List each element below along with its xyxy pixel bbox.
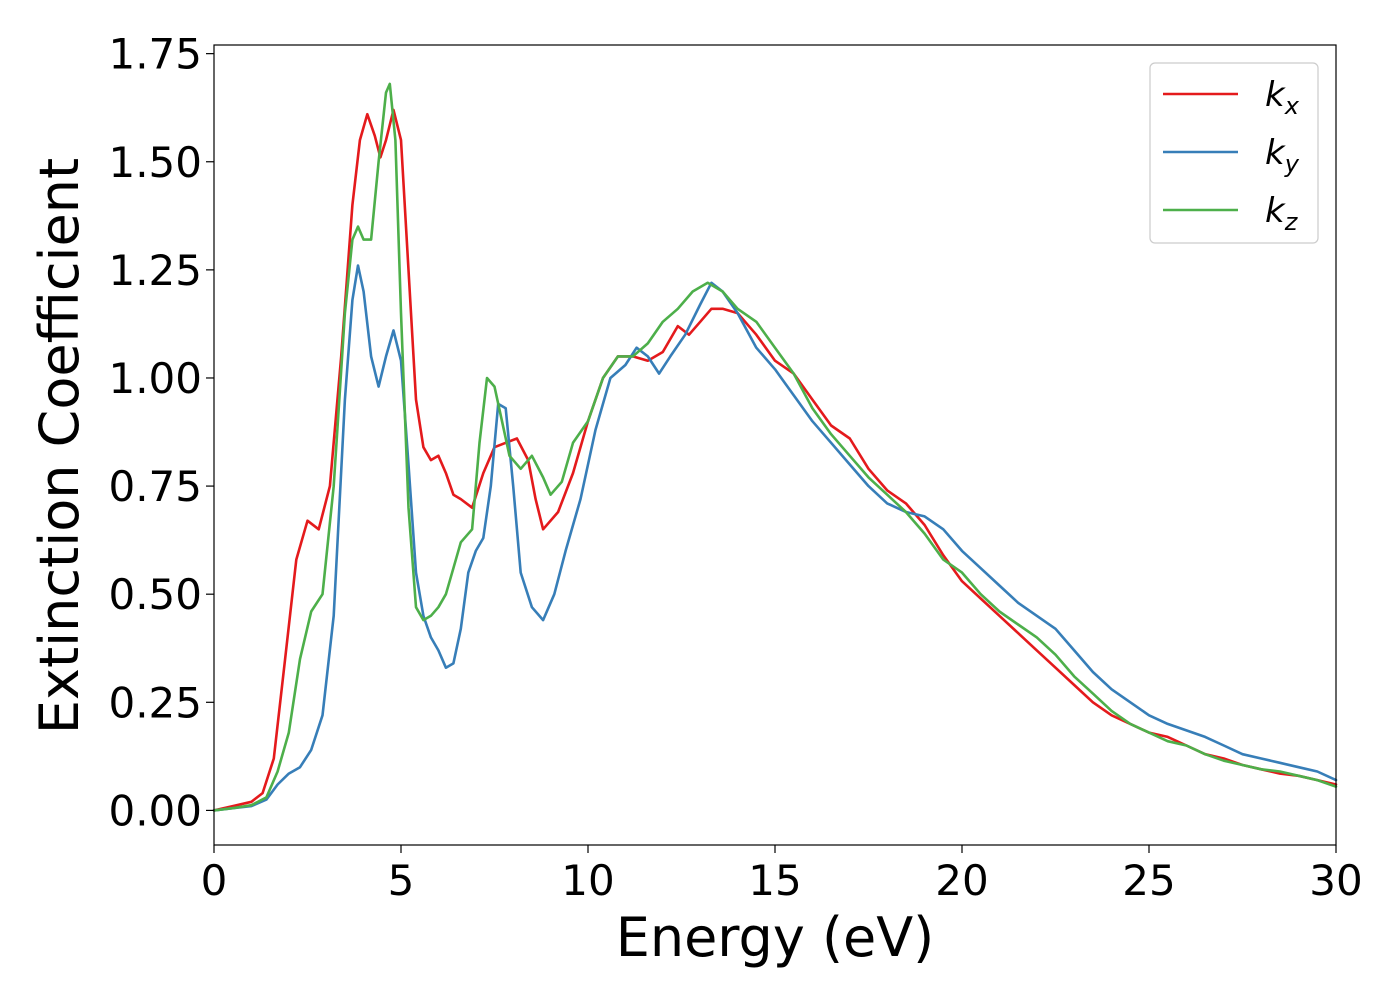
y-tick-label: 0.75 [108,462,202,511]
y-tick-label: 0.00 [108,786,202,835]
series-layer [212,82,1338,812]
x-tick-label: 25 [1122,856,1175,905]
y-tick-label: 1.25 [108,246,202,295]
x-axis-label: Energy (eV) [616,906,935,969]
x-tick-label: 0 [201,856,228,905]
x-tick-label: 5 [388,856,415,905]
x-tick-label: 15 [748,856,801,905]
x-tick-label: 30 [1309,856,1362,905]
y-tick-label: 1.75 [108,30,202,79]
legend-label-z: kz [1265,191,1299,236]
y-tick-label: 0.25 [108,678,202,727]
legend: kx ky kz [1149,62,1319,244]
y-tick-label: 1.00 [108,354,202,403]
y-tick-label: 1.50 [108,138,202,187]
legend-label-y: ky [1265,133,1300,178]
x-tick-label: 20 [935,856,988,905]
series-line-z [212,82,1338,812]
x-axis-ticks: 0 5 10 15 20 25 30 [201,845,1363,905]
legend-label-x: kx [1265,75,1300,120]
x-tick-label: 10 [561,856,614,905]
y-tick-label: 0.50 [108,570,202,619]
series-line-y [212,264,1338,812]
y-axis-ticks: 0.00 0.25 0.50 0.75 1.00 1.25 1.50 1.75 [108,30,214,835]
y-axis-label: Extinction Coefficient [28,158,91,734]
